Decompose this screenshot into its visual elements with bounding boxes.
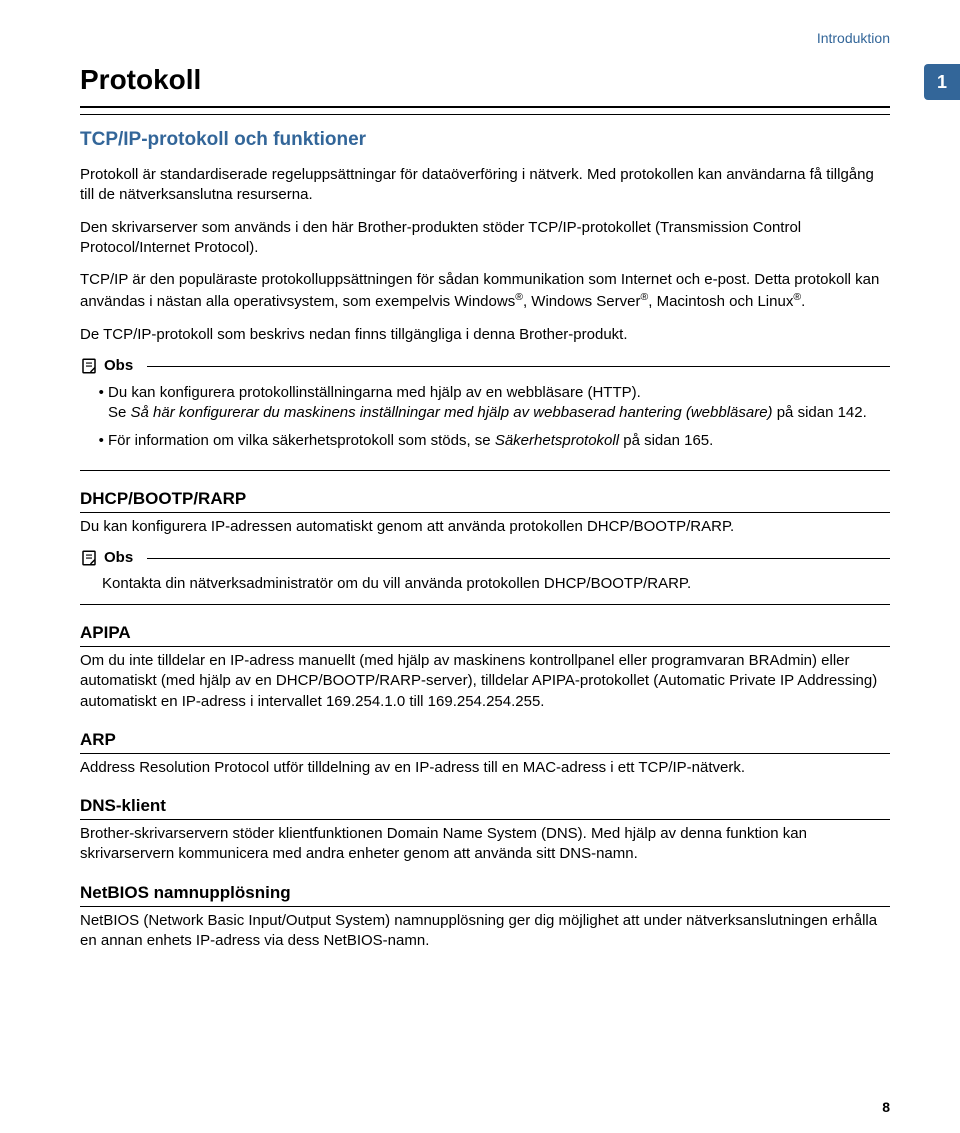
note-item-emphasis: Så här konfigurerar du maskinens inställ… bbox=[131, 404, 773, 421]
text-fragment: , Macintosh och Linux bbox=[648, 293, 793, 310]
document-page: Introduktion 1 Protokoll TCP/IP-protokol… bbox=[0, 0, 960, 1133]
title-rule-thin bbox=[80, 114, 890, 115]
note-divider bbox=[147, 558, 890, 559]
note-label: Obs bbox=[104, 357, 133, 374]
section-body: Brother-skrivarservern stöder klientfunk… bbox=[80, 824, 890, 865]
title-rule-thick bbox=[80, 106, 890, 108]
section-heading-dhcp: DHCP/BOOTP/RARP bbox=[80, 489, 890, 513]
note-divider bbox=[147, 366, 890, 367]
registered-mark: ® bbox=[793, 291, 801, 303]
intro-paragraph-2: Den skrivarserver som används i den här … bbox=[80, 218, 890, 259]
note-icon bbox=[80, 357, 98, 375]
note-header: Obs bbox=[80, 357, 890, 375]
running-header: Introduktion bbox=[80, 30, 890, 46]
note-label: Obs bbox=[104, 549, 133, 566]
note-list: Du kan konfigurera protokollinställninga… bbox=[80, 383, 890, 452]
section-body: Du kan konfigurera IP-adressen automatis… bbox=[80, 517, 890, 537]
note-header: Obs bbox=[80, 549, 890, 567]
text-fragment: . bbox=[801, 293, 805, 310]
note-list-item: För information om vilka säkerhetsprotok… bbox=[108, 431, 890, 451]
page-number: 8 bbox=[882, 1099, 890, 1115]
page-title: Protokoll bbox=[80, 64, 890, 96]
section-body: Om du inte tilldelar en IP-adress manuel… bbox=[80, 651, 890, 712]
chapter-tab: 1 bbox=[924, 64, 960, 100]
section-heading-dns: DNS-klient bbox=[80, 796, 890, 820]
note-item-text: För information om vilka säkerhetsprotok… bbox=[108, 432, 495, 449]
note-item-text: Se bbox=[108, 404, 131, 421]
section-body: Address Resolution Protocol utför tillde… bbox=[80, 758, 890, 778]
note-icon bbox=[80, 549, 98, 567]
note-list-item: Du kan konfigurera protokollinställninga… bbox=[108, 383, 890, 424]
section-heading-arp: ARP bbox=[80, 730, 890, 754]
note-item-text: Du kan konfigurera protokollinställninga… bbox=[108, 384, 641, 401]
note-body: Du kan konfigurera protokollinställninga… bbox=[80, 375, 890, 471]
section-heading-netbios: NetBIOS namnupplösning bbox=[80, 883, 890, 907]
note-item-text: på sidan 165. bbox=[619, 432, 713, 449]
note-item-emphasis: Säkerhetsprotokoll bbox=[495, 432, 619, 449]
note-block: Obs Du kan konfigurera protokollinställn… bbox=[80, 357, 890, 471]
section-body: NetBIOS (Network Basic Input/Output Syst… bbox=[80, 911, 890, 952]
intro-paragraph-4: De TCP/IP-protokoll som beskrivs nedan f… bbox=[80, 325, 890, 345]
intro-paragraph-3: TCP/IP är den populäraste protokolluppsä… bbox=[80, 270, 890, 313]
note-body: Kontakta din nätverksadministratör om du… bbox=[80, 567, 890, 605]
text-fragment: , Windows Server bbox=[523, 293, 641, 310]
note-single-text: Kontakta din nätverksadministratör om du… bbox=[80, 571, 890, 594]
note-block: Obs Kontakta din nätverksadministratör o… bbox=[80, 549, 890, 605]
section-heading-apipa: APIPA bbox=[80, 623, 890, 647]
note-item-text: på sidan 142. bbox=[773, 404, 867, 421]
registered-mark: ® bbox=[515, 291, 523, 303]
section-subtitle: TCP/IP-protokoll och funktioner bbox=[80, 129, 890, 151]
intro-paragraph-1: Protokoll är standardiserade regeluppsät… bbox=[80, 165, 890, 206]
